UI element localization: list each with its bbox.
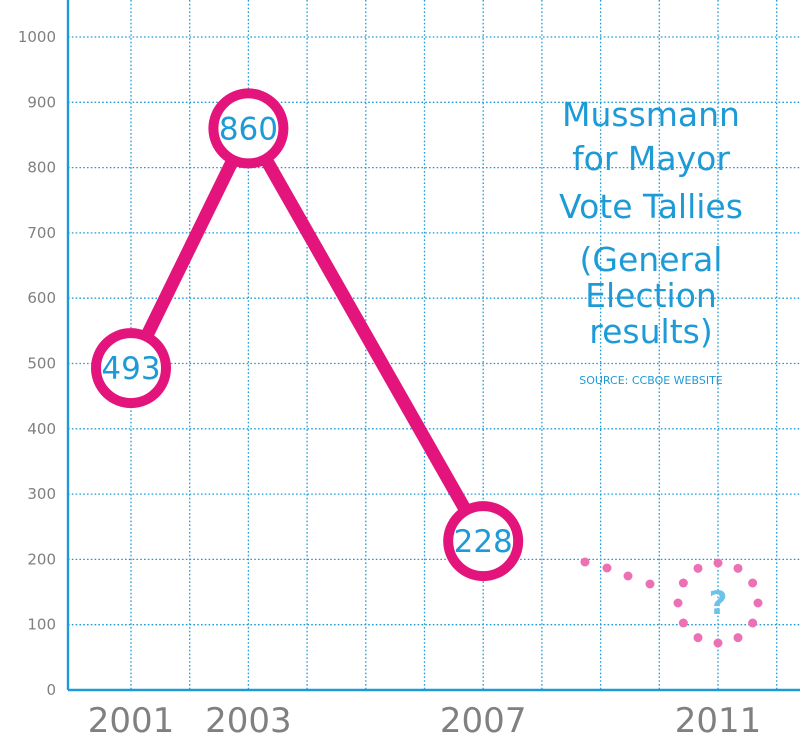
data-label: 493 [101,351,160,387]
unknown-circle-dot [713,558,723,568]
trail-dot [580,557,590,567]
title-line: Mussmann [562,95,740,134]
title-line: Election [585,276,717,315]
y-tick-label: 100 [27,616,56,634]
title-line: Vote Tallies [559,187,743,226]
x-tick-label: 2007 [440,701,527,741]
unknown-circle-dot [713,638,723,648]
data-point-marker [443,501,524,582]
unknown-circle-dot [693,563,703,573]
unknown-circle-dot [733,633,743,643]
trail-dot [645,579,655,589]
chart-source: SOURCE: CCBOE WEBSITE [579,374,723,387]
data-label: 860 [219,111,278,147]
unknown-2011-marker: ? [580,557,763,648]
grid [66,0,800,692]
unknown-circle-dot [693,633,703,643]
y-tick-label: 700 [27,224,56,242]
unknown-circle-dot [753,598,763,608]
x-tick-label: 2011 [675,701,762,741]
y-tick-label: 0 [46,681,56,699]
unknown-value-label: ? [709,584,728,622]
y-tick-label: 1000 [18,28,56,46]
trail-dot [623,571,633,581]
data-label: 228 [454,524,513,560]
y-tick-label: 800 [27,159,56,177]
title-line: (General [580,240,723,279]
data-point-marker [208,88,289,169]
trail-dot [602,563,612,573]
x-tick-label: 2001 [88,701,175,741]
unknown-circle-dot [678,618,688,628]
unknown-circle-dot [748,578,758,588]
y-tick-label: 900 [27,93,56,111]
y-tick-label: 500 [27,355,56,373]
y-tick-label: 300 [27,485,56,503]
y-tick-label: 600 [27,289,56,307]
x-tick-label: 2003 [205,701,292,741]
unknown-circle-dot [673,598,683,608]
unknown-circle-dot [733,563,743,573]
chart-title: Mussmann for Mayor Vote Tallies (General… [559,95,743,387]
data-point-marker [91,328,171,409]
y-tick-label: 400 [27,420,56,438]
title-line: for Mayor [572,139,730,178]
y-tick-label: 200 [27,550,56,568]
x-axis-ticks: 2001 2003 2007 2011 [88,701,762,741]
unknown-circle-dot [748,618,758,628]
series-votes: 493 860 228 [91,88,524,582]
y-axis-ticks: 0 100 200 300 400 500 600 700 800 900 1000 [18,28,56,699]
title-line: results) [589,312,712,351]
unknown-circle-dot [678,578,688,588]
